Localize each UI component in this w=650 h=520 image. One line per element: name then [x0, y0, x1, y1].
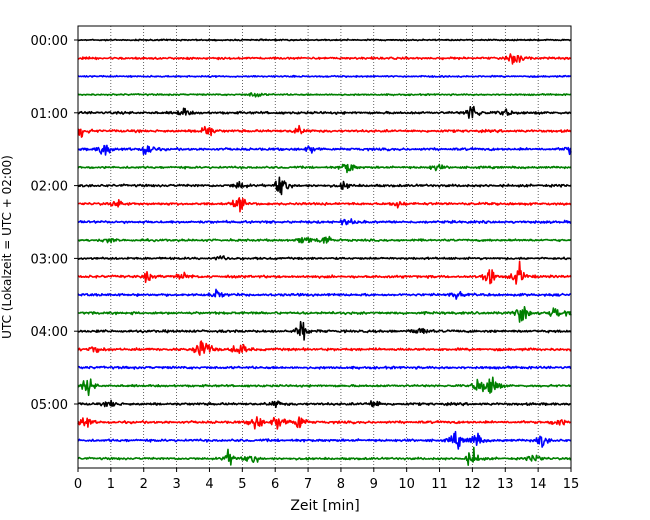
trace-8 — [77, 176, 572, 196]
trace-16 — [77, 320, 572, 341]
plot-frame — [77, 25, 572, 469]
x-tick-label-14: 14 — [530, 477, 547, 492]
trace-1 — [77, 53, 572, 65]
trace-10 — [77, 218, 572, 226]
x-tick-label-5: 5 — [238, 477, 246, 492]
x-tick-label-0: 0 — [74, 477, 82, 492]
trace-11 — [77, 235, 572, 244]
grid-lines — [77, 26, 572, 468]
x-tick-label-6: 6 — [271, 477, 279, 492]
trace-15 — [77, 306, 572, 323]
y-axis-label: UTC (Lokalzeit = UTC + 02:00) — [0, 155, 14, 339]
trace-group — [77, 38, 572, 466]
y-tick-label-5: 05:00 — [31, 398, 68, 413]
y-tick-label-1: 01:00 — [31, 107, 68, 122]
trace-6 — [77, 144, 572, 156]
trace-18 — [77, 365, 572, 370]
x-tick-label-12: 12 — [464, 477, 481, 492]
trace-19 — [77, 376, 572, 397]
x-tick-label-4: 4 — [205, 477, 213, 492]
x-tick-label-11: 11 — [431, 477, 448, 492]
x-axis-ticks: 0 1 2 3 4 5 6 7 8 9 10 11 12 13 14 15 — [74, 468, 579, 492]
y-tick-label-0: 00:00 — [31, 34, 68, 49]
y-tick-label-2: 02:00 — [31, 180, 68, 195]
y-tick-label-4: 04:00 — [31, 325, 68, 340]
trace-3 — [77, 92, 572, 98]
trace-2 — [77, 74, 572, 78]
trace-7 — [77, 163, 572, 174]
trace-9 — [77, 197, 572, 213]
trace-22 — [77, 430, 572, 450]
y-tick-label-3: 03:00 — [31, 252, 68, 267]
trace-13 — [77, 260, 572, 285]
x-tick-label-13: 13 — [497, 477, 514, 492]
y-axis-ticks: 00:00 01:00 02:00 03:00 04:00 05:00 — [31, 34, 78, 413]
x-tick-label-3: 3 — [172, 477, 180, 492]
x-tick-label-8: 8 — [337, 477, 345, 492]
x-tick-label-7: 7 — [304, 477, 312, 492]
x-tick-label-9: 9 — [370, 477, 378, 492]
trace-5 — [77, 124, 572, 138]
trace-23 — [77, 446, 572, 466]
trace-4 — [77, 105, 572, 119]
trace-21 — [77, 416, 572, 430]
x-tick-label-1: 1 — [107, 477, 115, 492]
x-tick-label-10: 10 — [398, 477, 415, 492]
trace-14 — [77, 288, 572, 300]
x-tick-label-15: 15 — [563, 477, 580, 492]
trace-12 — [77, 255, 572, 261]
x-axis-label: Zeit [min] — [290, 498, 359, 514]
x-tick-label-2: 2 — [140, 477, 148, 492]
trace-17 — [77, 340, 572, 356]
trace-20 — [77, 399, 572, 409]
trace-0 — [77, 38, 572, 42]
